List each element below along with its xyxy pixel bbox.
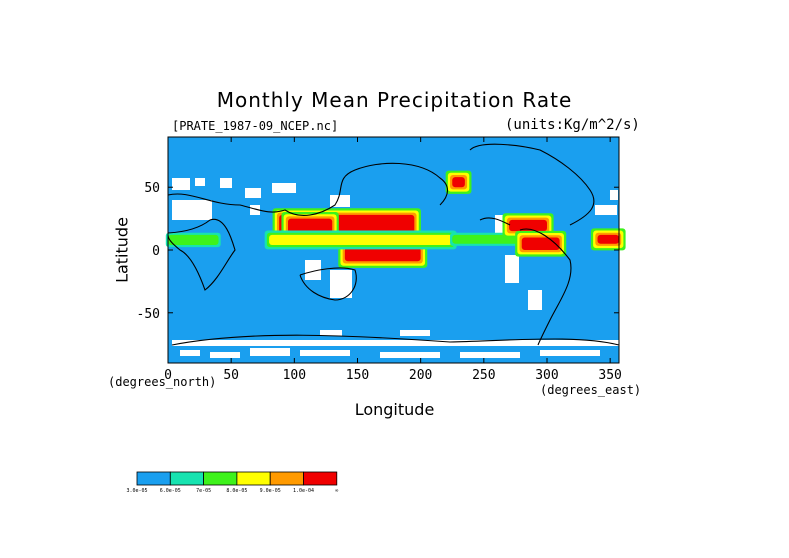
colorbar-swatch (303, 471, 338, 486)
colorbar-swatch (269, 471, 304, 486)
axis-ticks: 0 50 100 150 200 250 300 350 50 0 -50 (137, 137, 622, 383)
missing-data-patch (210, 352, 240, 358)
colorbar-swatch (169, 471, 205, 486)
x-tick-label: 300 (535, 368, 558, 383)
missing-data-patch (400, 330, 430, 336)
missing-data-patch (172, 200, 212, 220)
coastline (519, 228, 572, 346)
missing-data-patch (180, 350, 200, 356)
x-tick-label: 250 (472, 368, 495, 383)
missing-data-patch (505, 255, 519, 283)
colorbar-swatch (136, 471, 171, 486)
missing-data-patch (540, 350, 600, 356)
missing-data-patch (330, 195, 350, 207)
missing-data-patch (245, 188, 261, 198)
colorbar-label: 8.0e-05 (226, 488, 247, 494)
colorbar-label: 6.0e-05 (160, 488, 181, 494)
x-axis-label: Longitude (354, 400, 435, 419)
precip-region (269, 234, 453, 245)
precip-region (168, 234, 219, 245)
x-tick-label: 150 (346, 368, 369, 383)
coastline (167, 162, 449, 216)
x-unit-label: (degrees_east) (540, 383, 642, 397)
dataset-label: [PRATE_1987-09_NCEP.nc] (172, 119, 339, 133)
precip-region (452, 177, 465, 188)
precip-region (509, 219, 547, 232)
colorbar: 3.0e-05 6.0e-05 7e-05 8.0e-05 9.0e-05 1.0e-04… (126, 471, 338, 494)
missing-data-patch (220, 178, 232, 188)
missing-data-patch (528, 290, 542, 310)
coastline (171, 334, 620, 346)
x-tick-label: 0 (164, 368, 172, 383)
missing-data-patch (305, 260, 321, 280)
map-plot-area (165, 137, 626, 363)
missing-data-patch (460, 352, 520, 358)
y-tick-label: 50 (144, 181, 160, 196)
precip-region (597, 234, 619, 244)
colorbar-label: 1.0e-04 (293, 488, 314, 494)
coastline (299, 267, 357, 301)
colorbar-label: 9.0e-05 (260, 488, 281, 494)
missing-data-patch (320, 330, 342, 336)
missing-data-patch (272, 183, 296, 193)
missing-data-patch (172, 340, 622, 346)
colorbar-swatch (203, 471, 238, 486)
coastline (167, 218, 236, 291)
units-label: (units:Kg/m^2/s) (505, 117, 640, 133)
precip-region (344, 247, 421, 262)
missing-data-patch (195, 178, 205, 186)
chart-title: Monthly Mean Precipitation Rate (216, 88, 573, 112)
coastlines (167, 143, 620, 346)
missing-data-patch (250, 205, 260, 215)
coastline (479, 217, 511, 226)
colorbar-label: ∞ (335, 488, 338, 494)
x-tick-label: 200 (409, 368, 432, 383)
missing-data-patch (172, 178, 190, 190)
missing-data-patch (300, 350, 350, 356)
x-tick-label: 350 (598, 368, 621, 383)
missing-data-patch (250, 348, 290, 356)
x-tick-label: 100 (283, 368, 306, 383)
colorbar-swatch (236, 471, 271, 486)
colorbar-label: 3.0e-05 (126, 488, 147, 494)
precip-region (521, 237, 560, 250)
y-unit-label: (degrees_north) (108, 375, 217, 389)
x-tick-label: 50 (223, 368, 239, 383)
coastline (469, 143, 595, 226)
y-tick-label: 0 (152, 244, 160, 259)
colorbar-label: 7e-05 (196, 488, 211, 494)
missing-data-patch (380, 352, 440, 358)
y-tick-label: -50 (137, 307, 160, 322)
missing-data-patch (595, 205, 617, 215)
missing-data-patch (330, 270, 352, 298)
missing-data-patch (610, 190, 618, 200)
